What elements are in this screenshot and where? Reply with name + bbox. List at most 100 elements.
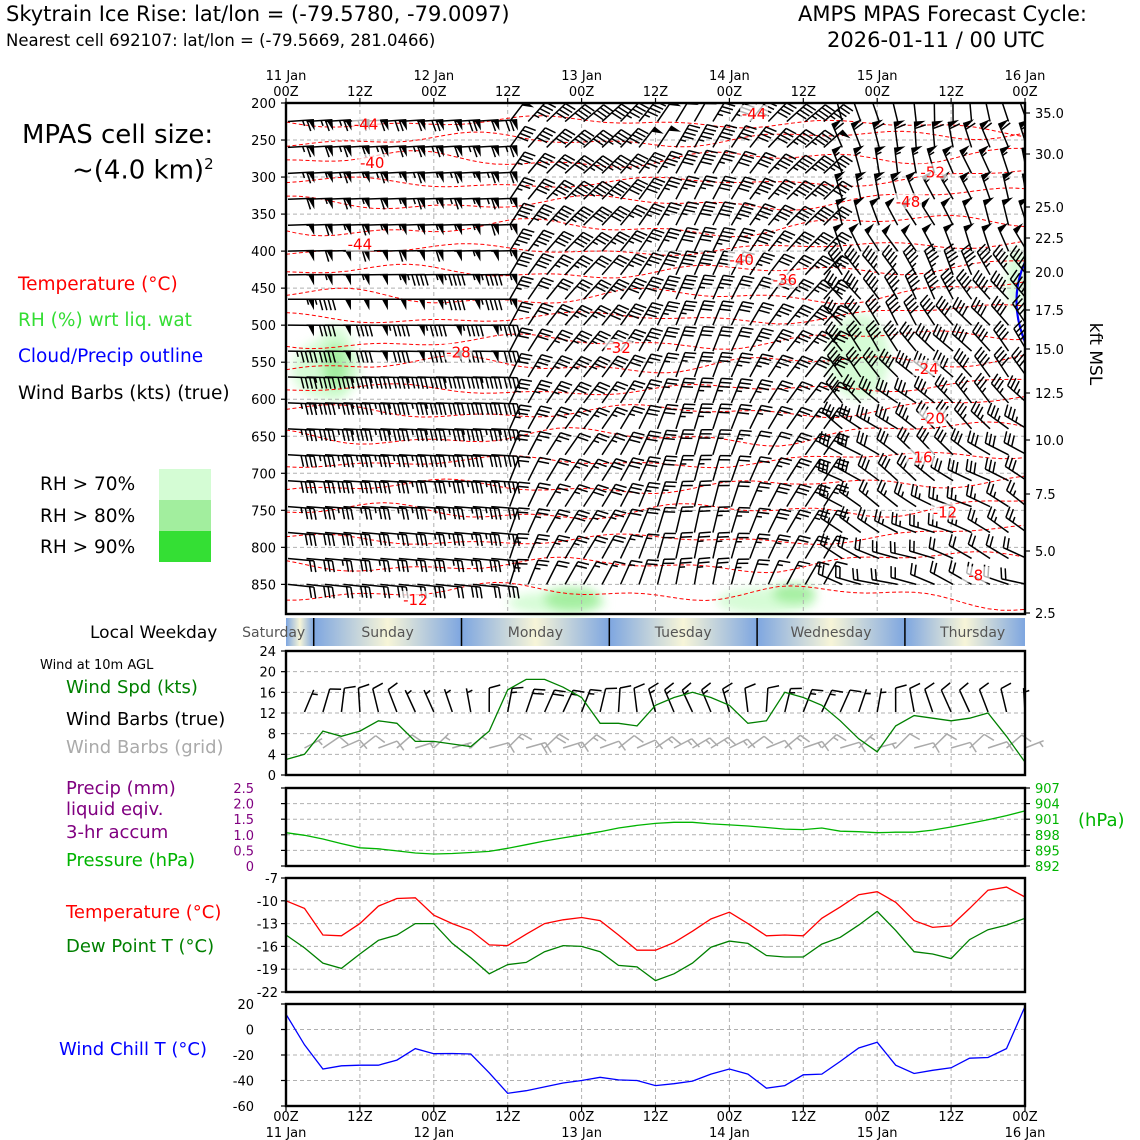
wind-barb [527, 456, 552, 482]
barb-flag [345, 508, 350, 520]
wind-barb [619, 277, 647, 300]
barb-flag [507, 481, 512, 494]
barb-flag [704, 274, 716, 278]
barb-flag [479, 377, 484, 389]
legend-wind-speed: Wind Spd (kts) [66, 677, 198, 698]
barb-staff [767, 303, 784, 326]
wind-barb [881, 244, 899, 276]
barb-flag [620, 154, 631, 162]
barb-flag [595, 212, 607, 220]
barb-half-flag [301, 146, 306, 153]
barb-half-flag [811, 192, 817, 197]
wind-barb [786, 381, 813, 404]
barb-flag [574, 138, 585, 146]
barb-pennant [927, 145, 938, 155]
barb-flag [540, 232, 553, 239]
barb-staff [712, 481, 721, 507]
wind-barb [380, 531, 410, 547]
wind-barb [972, 321, 991, 352]
barb-staff [564, 155, 585, 174]
barb-flag [878, 348, 886, 360]
wind-barb [730, 301, 755, 326]
temp-label-bg [918, 409, 947, 426]
barb-staff [509, 202, 525, 226]
wind-barb [786, 509, 812, 533]
isotherm-group [286, 115, 1025, 611]
barb-flag [795, 189, 807, 197]
barb-flag [519, 305, 532, 310]
barb-half-flag [573, 314, 580, 319]
barb-flag [424, 482, 428, 494]
barb-staff [1001, 578, 1025, 585]
wind-barb [923, 243, 940, 276]
wind-barb [786, 535, 811, 559]
barb-flag [839, 330, 851, 337]
barb-flag [516, 239, 528, 244]
wind-barb [961, 197, 973, 226]
wind-barb [417, 428, 447, 442]
barb-flag [475, 455, 480, 468]
barb-staff [656, 228, 671, 252]
barb-half-flag [509, 299, 513, 305]
barb-pennant [885, 197, 896, 208]
barb-staff [601, 129, 622, 148]
barb-flag [685, 230, 697, 235]
wind-barb [638, 151, 666, 174]
wind-barb [952, 296, 973, 326]
barb-half-flag [320, 120, 324, 127]
barb-flag [737, 238, 750, 244]
temperature-contour-label: -44 [348, 235, 373, 253]
barb-flag [722, 205, 735, 209]
barb-flag [323, 586, 327, 598]
precip-tick-label: 0.5 [233, 844, 254, 859]
barb-staff [564, 180, 585, 200]
barb-staff [417, 531, 444, 536]
wind-barb [951, 323, 973, 352]
barb-staff [767, 329, 784, 352]
barb-staff [675, 175, 689, 200]
barb-half-flag [388, 325, 392, 331]
barb-flag [479, 586, 483, 599]
barb-flag [965, 122, 976, 130]
barb-flag [382, 429, 387, 442]
barb-flag [828, 376, 837, 387]
barb-flag [536, 563, 548, 567]
barb-pennant [832, 145, 843, 155]
barb-staff [398, 118, 425, 123]
barb-staff [601, 205, 621, 226]
barb-flag [442, 325, 447, 337]
barb-flag [877, 511, 882, 523]
barb-pennant [892, 94, 903, 102]
wind-barb [638, 481, 661, 507]
barb-flag [456, 274, 462, 286]
barb-flag [668, 179, 680, 185]
precip-tick-label: 2.5 [233, 782, 254, 797]
barb-flag [350, 403, 355, 416]
barb-staff [987, 741, 1008, 749]
barb-staff [343, 531, 370, 536]
barb-flag [598, 432, 610, 439]
barb-staff [935, 305, 954, 326]
barb-flag [382, 560, 387, 572]
barb-flag [442, 377, 447, 389]
barb-staff [730, 404, 742, 430]
barb-half-flag [628, 263, 635, 268]
wind-barb [454, 428, 484, 442]
barb-flag [631, 236, 643, 243]
barb-half-flag [646, 386, 653, 390]
barb-flag [579, 258, 591, 265]
barb-pennant [831, 119, 843, 130]
barb-staff [546, 406, 562, 430]
grid-wind-barb [1006, 734, 1032, 749]
barb-flag [493, 534, 498, 546]
barb-flag [979, 353, 988, 364]
barb-flag [556, 564, 568, 568]
wind-barb [601, 406, 628, 430]
wind-barb [767, 303, 795, 326]
barb-staff [546, 355, 563, 378]
wind-barb [934, 373, 954, 404]
wind-barb [978, 145, 991, 174]
barb-pennant [455, 119, 463, 131]
barb-flag [869, 301, 879, 311]
barb-staff [619, 457, 634, 482]
